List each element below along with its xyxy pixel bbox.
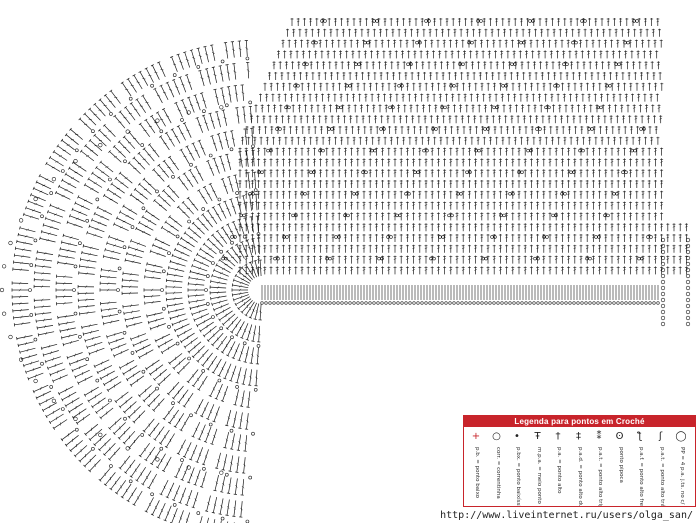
legend-item: ʘ ponto pipoca bbox=[610, 431, 630, 505]
band-section bbox=[221, 18, 691, 327]
source-url[interactable]: http://www.liveinternet.ru/users/olga_sa… bbox=[440, 510, 693, 521]
legend-text: PP = 4 p.a. j.ts. no c/ p.a. j.ts. bbox=[679, 447, 685, 507]
fan-section bbox=[11, 40, 263, 523]
legend-symbol: ○ bbox=[492, 431, 501, 442]
legend-text: p.a.t. = ponto alto trás bbox=[658, 447, 665, 507]
legend-symbol: ‡ bbox=[576, 431, 581, 442]
legend-text: m.p.a. = meio ponto alto bbox=[535, 447, 542, 507]
legend-text: p.a. = ponto alto bbox=[556, 447, 562, 494]
legend-item: ○ corr. = correntinha bbox=[487, 431, 507, 505]
legend-symbol: + bbox=[471, 431, 481, 442]
foundation-chain bbox=[0, 105, 660, 475]
legend-item: ◯ PP = 4 p.a. j.ts. no c/ p.a. j.ts. bbox=[671, 431, 691, 507]
legend-item: • p.bx. = ponto baixíssimo bbox=[507, 431, 527, 507]
legend-text: ponto pipoca bbox=[617, 447, 624, 483]
legend-symbol: † bbox=[555, 431, 561, 442]
legend-text: corr. = correntinha bbox=[494, 447, 501, 499]
legend-item: ⁑ p.a.t. = ponto alto triplo bbox=[589, 431, 609, 507]
legend-symbol: Ŧ bbox=[534, 431, 541, 442]
legend-item: ʃ p.a.t. = ponto alto trás bbox=[651, 431, 671, 507]
legend-symbol: • bbox=[514, 431, 520, 442]
stitch-legend: Legenda para pontos em Croché + p.b. = po… bbox=[463, 415, 696, 507]
legend-symbol: ʃ bbox=[658, 431, 663, 442]
legend-text: p.a.f. = ponto alto frente bbox=[638, 447, 644, 507]
legend-symbol: ⁑ bbox=[596, 431, 602, 442]
legend-text: p.bx. = ponto baixíssimo bbox=[515, 447, 521, 507]
legend-title: Legenda para pontos em Croché bbox=[464, 416, 695, 427]
legend-symbol: ◯ bbox=[675, 431, 687, 442]
legend-symbol: ʘ bbox=[615, 431, 624, 442]
legend-item: † p.a. = ponto alto bbox=[548, 431, 568, 505]
legend-items: + p.b. = ponto baixo ○ corr. = correntinha •… bbox=[464, 427, 695, 506]
legend-item: + p.b. = ponto baixo bbox=[466, 431, 486, 505]
legend-text: p.a.t. = ponto alto triplo bbox=[597, 447, 603, 507]
legend-item: ƪ p.a.f. = ponto alto frente bbox=[630, 431, 650, 507]
legend-text: p.b. = ponto baixo bbox=[474, 447, 480, 499]
legend-text: p.a.d. = ponto alto duplo bbox=[576, 447, 583, 507]
legend-symbol: ƪ bbox=[638, 431, 642, 442]
legend-item: ‡ p.a.d. = ponto alto duplo bbox=[569, 431, 589, 507]
